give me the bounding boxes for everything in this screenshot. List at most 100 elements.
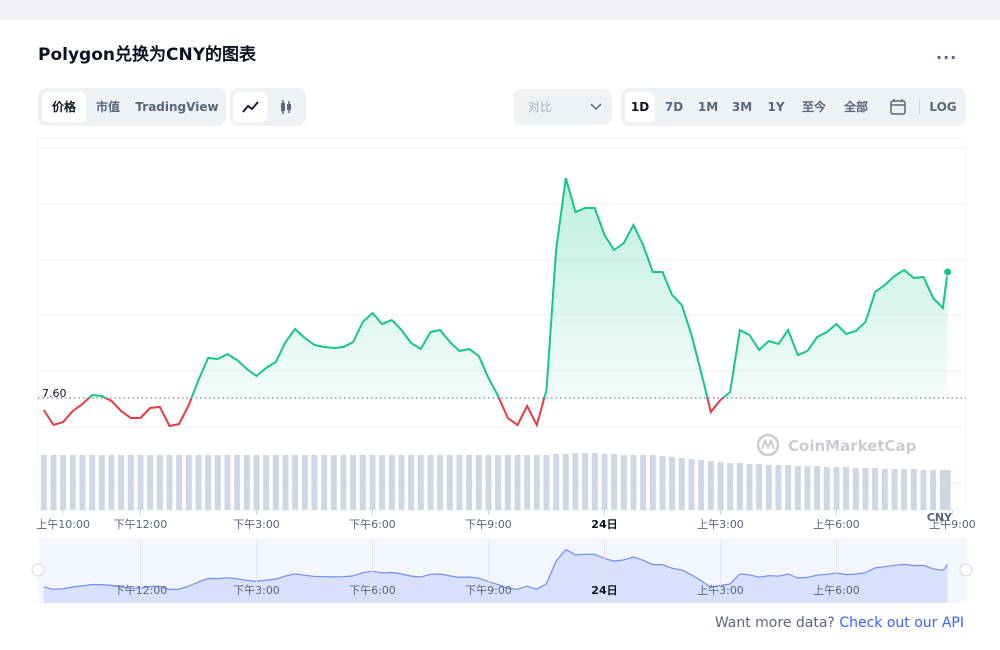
calendar-button[interactable]	[883, 92, 913, 122]
volume-bar	[930, 470, 937, 510]
volume-bar	[301, 455, 308, 510]
title: Polygon兑换为CNY的图表	[38, 45, 257, 65]
volume-bar	[698, 460, 705, 510]
volume-bar	[272, 455, 279, 510]
volume-bar	[543, 455, 550, 510]
volume-bar	[282, 455, 289, 510]
volume-bar	[166, 455, 173, 510]
volume-bar	[98, 455, 105, 510]
volume-bar	[630, 455, 637, 510]
volume-bar	[79, 455, 86, 510]
volume-bar	[234, 455, 241, 510]
x-tick-label: 下午6:00	[349, 518, 396, 531]
range-button[interactable]: 全部	[843, 100, 868, 114]
price-line-up	[87, 177, 949, 398]
volume-bar	[495, 455, 502, 510]
compare-dropdown[interactable]: 对比	[513, 89, 612, 125]
last-point	[943, 267, 953, 277]
volume-bar	[688, 459, 695, 510]
api-link[interactable]: Check out our API	[839, 615, 964, 631]
navigator-handle	[959, 563, 973, 577]
volume-bar	[350, 455, 357, 510]
volume-bar	[717, 462, 724, 510]
volume-bar	[417, 455, 424, 510]
navigator-tick-label: 上午6:00	[813, 584, 860, 597]
volume-bar	[398, 455, 405, 510]
x-tick-label: 上午9:00	[929, 518, 976, 531]
volume-bar	[504, 455, 511, 510]
volume-bar	[920, 470, 927, 510]
volume-bar	[939, 470, 946, 510]
x-tick-label: 上午6:00	[813, 518, 860, 531]
volume-bar	[785, 465, 792, 510]
volume-bar	[910, 469, 917, 510]
tab[interactable]: 价格	[42, 92, 86, 122]
tab-group: 价格 市值 TradingView	[38, 88, 226, 126]
volume-bar	[60, 455, 67, 510]
navigator-tick-label: 上午3:00	[697, 584, 744, 597]
volume-bar	[456, 455, 463, 510]
volume-bar	[446, 455, 453, 510]
x-tick-label: 上午3:00	[697, 518, 744, 531]
volume-bar	[40, 455, 47, 510]
volume-bar	[553, 454, 560, 510]
range-button[interactable]: 3M	[731, 100, 753, 114]
volume-bar	[804, 466, 811, 510]
volume-bar	[823, 467, 830, 510]
candle-icon	[281, 100, 291, 114]
watermark: CoinMarketCap	[756, 433, 917, 457]
price-area	[43, 178, 948, 398]
volume-bar	[195, 455, 202, 510]
volume-bar	[330, 455, 337, 510]
volume-bar	[359, 455, 366, 510]
volume-bar	[253, 455, 260, 510]
navigator-tick-label: 下午3:00	[233, 584, 280, 597]
footer: Want more data? Check out our API	[715, 615, 964, 631]
volume-bar	[379, 455, 386, 510]
watermark-text: CoinMarketCap	[788, 437, 917, 455]
range-button[interactable]: 至今	[801, 100, 826, 114]
log-button[interactable]: LOG	[929, 100, 957, 114]
range-button[interactable]: 7D	[664, 100, 684, 114]
range-button[interactable]: 1Y	[767, 100, 785, 114]
navigator-line	[43, 548, 949, 591]
volume-bar	[727, 463, 734, 510]
compare-label: 对比	[528, 100, 553, 114]
x-tick-label: 24日	[591, 518, 617, 531]
volume-bar	[533, 455, 540, 510]
footer-text: Want more data?	[714, 615, 835, 631]
range-group: 1D 7D 1M 3M 1Y 至今 全部 LOG	[621, 88, 966, 126]
tab[interactable]: TradingView	[135, 100, 219, 114]
tab[interactable]: 市值	[95, 100, 120, 114]
volume-bar	[611, 454, 618, 510]
volume-bar	[156, 455, 163, 510]
volume-bar	[321, 455, 328, 510]
volume-bar	[601, 454, 608, 510]
candle-chart-button[interactable]	[269, 92, 303, 122]
volume-bar	[292, 455, 299, 510]
range-button[interactable]: 1D	[625, 92, 655, 122]
line-chart-button[interactable]	[233, 92, 267, 122]
navigator-tick-label: 下午12:00	[114, 584, 168, 597]
range-button[interactable]: 1M	[697, 100, 719, 114]
volume-bar	[707, 461, 714, 510]
x-tick-label: 下午12:00	[114, 518, 168, 531]
volume-bar	[814, 466, 821, 510]
volume-bar	[872, 468, 879, 510]
volume-bar	[833, 467, 840, 510]
volume-bar	[263, 455, 270, 510]
volume-bar	[794, 466, 801, 510]
more-button[interactable]: ...	[936, 44, 958, 63]
volume-bar	[176, 455, 183, 510]
volume-bar	[214, 455, 221, 510]
volume-bar	[485, 455, 492, 510]
volume-bar	[944, 470, 951, 510]
volume-bar	[901, 469, 908, 510]
volume-bar	[775, 465, 782, 510]
volume-bar	[427, 455, 434, 510]
volume-bar	[369, 455, 376, 510]
volume-bar	[243, 455, 250, 510]
volume-bar	[408, 455, 415, 510]
volume-bar	[108, 455, 115, 510]
plot-frame	[37, 137, 967, 511]
